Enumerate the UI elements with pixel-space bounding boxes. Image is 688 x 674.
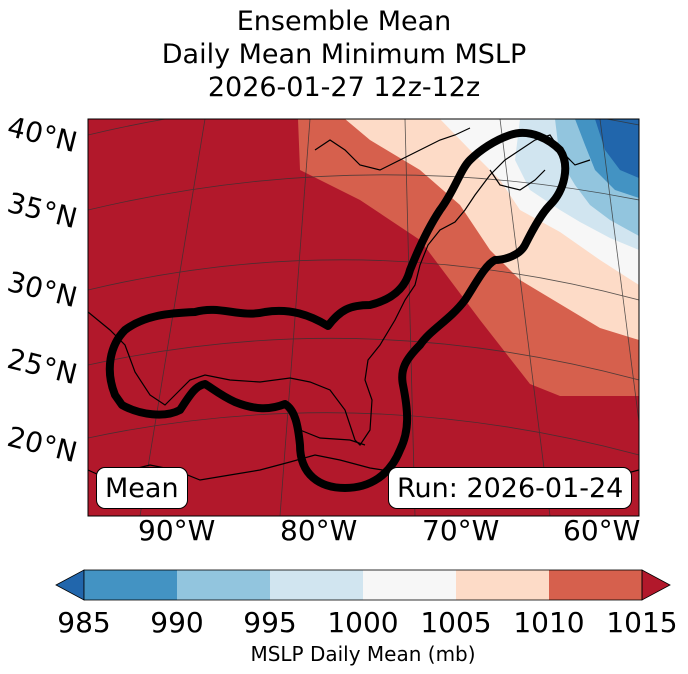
title-line-1: Ensemble Mean (236, 6, 452, 37)
run-date-box: Run: 2026-01-24 (388, 467, 633, 509)
mean-label-box: Mean (96, 467, 188, 509)
colorbar-label: MSLP Daily Mean (mb) (250, 642, 476, 666)
colorbar-1005-1010 (456, 570, 549, 600)
colorbar-985-990 (84, 570, 177, 600)
colorbar-990-995 (177, 570, 270, 600)
cb-tick-1010: 1010 (513, 606, 585, 639)
lon-label-80w: 80°W (280, 514, 358, 547)
colorbar-1010-1015 (549, 570, 642, 600)
title-line-3: 2026-01-27 12z-12z (207, 72, 481, 103)
colorbar-995-1000 (270, 570, 363, 600)
band-under (595, 119, 639, 178)
cb-tick-1015: 1015 (606, 606, 678, 639)
lon-label-70w: 70°W (422, 514, 500, 547)
title-line-2: Daily Mean Minimum MSLP (161, 39, 527, 70)
cb-tick-1005: 1005 (420, 606, 492, 639)
colorbar-over (641, 569, 671, 601)
lon-label-60w: 60°W (563, 514, 641, 547)
colorbar-frame (83, 569, 643, 601)
contour-line (105, 128, 570, 492)
map-frame (87, 118, 640, 517)
lon-label-90w: 90°W (138, 514, 216, 547)
colorbar-1000-1005 (363, 570, 456, 600)
cb-tick-995: 995 (243, 606, 297, 639)
cb-tick-990: 990 (150, 606, 204, 639)
cb-tick-985: 985 (57, 606, 111, 639)
cb-tick-1000: 1000 (327, 606, 399, 639)
colorbar-under (55, 569, 85, 601)
